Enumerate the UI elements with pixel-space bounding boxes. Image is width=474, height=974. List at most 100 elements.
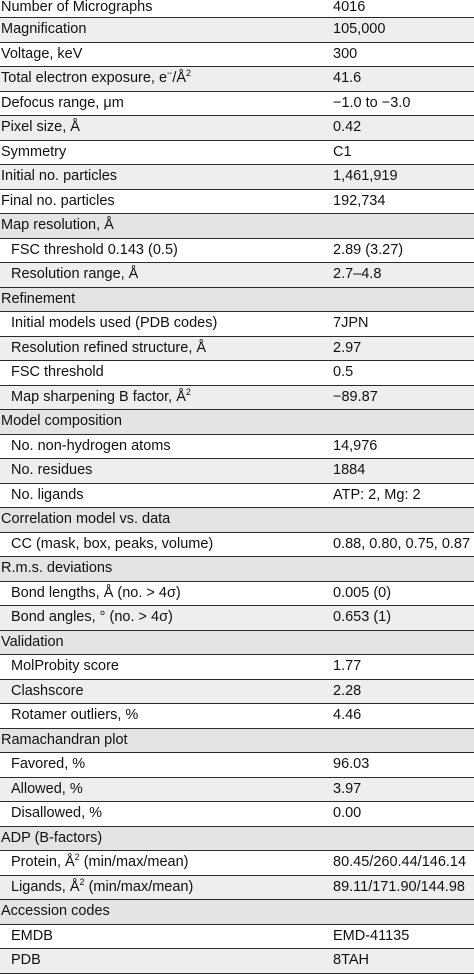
row-label: Magnification xyxy=(1,21,87,37)
row-label: Initial no. particles xyxy=(1,168,118,184)
row-label: Total electron exposure, e−/Å2 xyxy=(1,68,192,86)
row-value: 2.28 xyxy=(333,682,362,699)
table-row: Number of Micrographs 4016 xyxy=(0,0,474,18)
table-row: PDB 8TAH xyxy=(0,949,474,974)
row-label: Ramachandran plot xyxy=(1,731,128,748)
row-label: Resolution range, Å xyxy=(11,266,139,282)
table-row: Ligands, Å2 (min/max/mean) 89.11/171.90/1… xyxy=(0,875,474,900)
row-label: Bond lengths, Å (no. > 4σ) xyxy=(11,584,181,601)
table-row: Protein, Å2 (min/max/mean) 80.45/260.44/1… xyxy=(0,851,474,876)
row-label: Map resolution, Å xyxy=(1,217,114,233)
row-value: 3.97 xyxy=(333,780,362,797)
row-value: 96.03 xyxy=(333,756,370,772)
table-row: Favored, % 96.03 xyxy=(0,753,474,778)
table-row: Pixel size, Å 0.42 xyxy=(0,116,474,141)
row-value: 2.89 (3.27) xyxy=(333,241,404,258)
row-label: Resolution refined structure, Å xyxy=(11,339,207,356)
row-label: Refinement xyxy=(1,290,76,307)
table-row: No. non-hydrogen atoms 14,976 xyxy=(0,435,474,459)
row-value: EMD-41135 xyxy=(333,927,410,944)
row-label: FSC threshold xyxy=(11,364,104,380)
row-label: ADP (B-factors) xyxy=(1,829,103,846)
row-label: Clashscore xyxy=(11,682,84,699)
row-label: Bond angles, ° (no. > 4σ) xyxy=(11,609,173,625)
row-value: C1 xyxy=(333,143,352,160)
row-label: No. non-hydrogen atoms xyxy=(11,437,171,454)
table-row: EMDB EMD-41135 xyxy=(0,925,474,949)
table-row: No. ligands ATP: 2, Mg: 2 xyxy=(0,484,474,508)
row-value: 0.653 (1) xyxy=(333,609,392,625)
row-label: Map sharpening B factor, Å2 xyxy=(11,386,191,405)
table-row: Bond angles, ° (no. > 4σ) 0.653 (1) xyxy=(0,606,474,631)
section-header-row: R.m.s. deviations xyxy=(0,557,474,582)
row-value: 89.11/171.90/144.98 xyxy=(333,878,465,895)
row-label: Final no. particles xyxy=(1,192,115,209)
row-value: 14,976 xyxy=(333,437,378,454)
row-value: 0.005 (0) xyxy=(333,584,392,601)
section-header-row: Ramachandran plot xyxy=(0,728,474,753)
row-value: 192,734 xyxy=(333,192,386,209)
row-label: Pixel size, Å xyxy=(1,119,80,135)
table-row: Symmetry C1 xyxy=(0,141,474,165)
row-label: Disallowed, % xyxy=(11,805,103,821)
row-label: Protein, Å2 (min/max/mean) xyxy=(11,852,189,870)
table-row: Initial no. particles 1,461,919 xyxy=(0,165,474,190)
row-value: 1884 xyxy=(333,462,366,478)
table-row: MolProbity score 1.77 xyxy=(0,655,474,680)
row-value: ATP: 2, Mg: 2 xyxy=(333,486,421,503)
row-value: 2.97 xyxy=(333,339,362,356)
table-row: FSC threshold 0.143 (0.5) 2.89 (3.27) xyxy=(0,239,474,263)
section-header-row: Map resolution, Å xyxy=(0,214,474,239)
table-row: FSC threshold 0.5 xyxy=(0,361,474,386)
table-row: Resolution refined structure, Å 2.97 xyxy=(0,336,474,361)
table-row: Magnification 105,000 xyxy=(0,18,474,43)
table-row: CC (mask, box, peaks, volume) 0.88, 0.80,… xyxy=(0,533,474,557)
row-value: 1.77 xyxy=(333,658,362,674)
row-label: Symmetry xyxy=(1,143,67,160)
row-label: Favored, % xyxy=(11,756,86,772)
row-value: 0.42 xyxy=(333,119,362,135)
row-label: Ligands, Å2 (min/max/mean) xyxy=(11,876,194,895)
row-label: Number of Micrographs xyxy=(1,0,153,15)
row-value: 4.46 xyxy=(333,707,362,723)
row-label: Validation xyxy=(1,633,64,650)
row-label: Rotamer outliers, % xyxy=(11,707,139,723)
row-value: 41.6 xyxy=(333,70,362,86)
row-value: 8TAH xyxy=(333,952,369,968)
row-label: PDB xyxy=(11,952,41,968)
section-header-row: Validation xyxy=(0,630,474,655)
row-label: Allowed, % xyxy=(11,780,83,797)
row-label: Correlation model vs. data xyxy=(1,511,171,527)
table-row: Initial models used (PDB codes) 7JPN xyxy=(0,312,474,337)
table-row: Total electron exposure, e−/Å2 41.6 xyxy=(0,67,474,92)
row-label: Defocus range, μm xyxy=(1,94,124,111)
row-label: EMDB xyxy=(11,927,53,944)
table-row: Map sharpening B factor, Å2 −89.87 xyxy=(0,385,474,410)
row-label: FSC threshold 0.143 (0.5) xyxy=(11,241,178,258)
row-value: 7JPN xyxy=(333,315,369,331)
section-header-row: Model composition xyxy=(0,410,474,435)
row-label: Voltage, keV xyxy=(1,45,83,62)
table-row: Voltage, keV 300 xyxy=(0,43,474,67)
row-label: Accession codes xyxy=(1,903,110,919)
table-row: No. residues 1884 xyxy=(0,459,474,484)
row-value: 0.5 xyxy=(333,364,354,380)
row-value: 1,461,919 xyxy=(333,168,398,184)
row-label: Model composition xyxy=(1,413,122,429)
section-header-row: Refinement xyxy=(0,287,474,312)
row-value: 2.7–4.8 xyxy=(333,266,382,282)
row-value: 300 xyxy=(333,45,358,62)
row-value: 0.00 xyxy=(333,805,362,821)
row-value: 80.45/260.44/146.14 xyxy=(333,854,467,870)
section-header-row: ADP (B-factors) xyxy=(0,826,474,851)
row-value: 4016 xyxy=(333,0,366,15)
table-row: Final no. particles 192,734 xyxy=(0,190,474,214)
row-label: Initial models used (PDB codes) xyxy=(11,315,218,331)
section-header-row: Correlation model vs. data xyxy=(0,508,474,533)
row-label: No. residues xyxy=(11,462,93,478)
row-label: MolProbity score xyxy=(11,658,119,674)
row-label: CC (mask, box, peaks, volume) xyxy=(11,535,214,552)
row-label: R.m.s. deviations xyxy=(1,560,113,576)
table-row: Disallowed, % 0.00 xyxy=(0,802,474,827)
